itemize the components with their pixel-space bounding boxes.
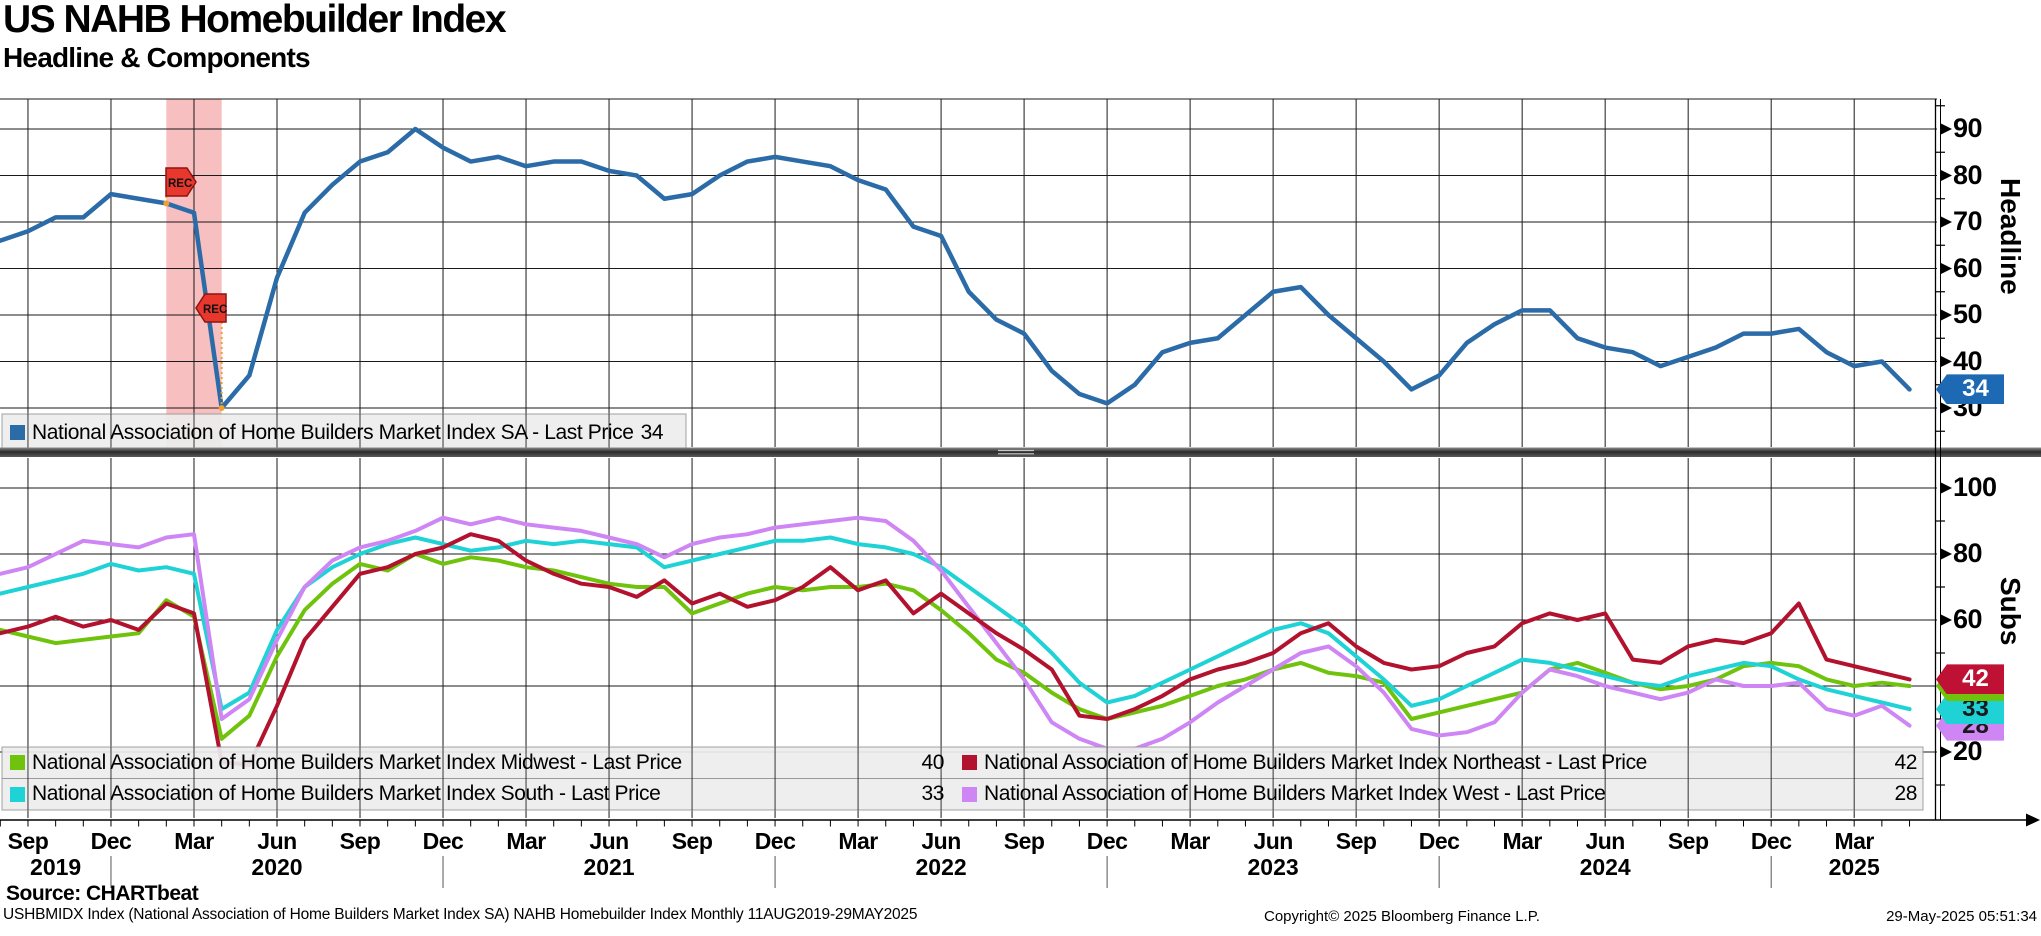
x-tick-label: Sep (1335, 828, 1377, 854)
x-year-label: 2022 (915, 854, 967, 880)
x-tick-label: Mar (1502, 828, 1542, 854)
x-tick-label: Jun (257, 828, 297, 854)
x-tick-label: Jun (589, 828, 629, 854)
legend-item[interactable]: National Association of Home Builders Ma… (2, 747, 950, 779)
components-legend: National Association of Home Builders Ma… (2, 747, 1923, 810)
x-tick-label: Sep (671, 828, 713, 854)
page-title: US NAHB Homebuilder Index (3, 0, 507, 41)
x-tick-label: Dec (754, 828, 796, 854)
page-subtitle: Headline & Components (3, 42, 311, 73)
x-tick-label: Jun (1585, 828, 1625, 854)
y-tick-label: 40 (1953, 345, 1983, 376)
y-tick-label: 80 (1953, 538, 1983, 568)
x-tick-label: Mar (1834, 828, 1874, 854)
series-line (0, 515, 1912, 751)
panel-separator-handle[interactable] (0, 447, 2041, 458)
legend-label: National Association of Home Builders Ma… (984, 750, 1647, 774)
x-tick-label: Dec (1418, 828, 1460, 854)
x-tick-label: Mar (506, 828, 546, 854)
x-tick-label: Mar (1170, 828, 1210, 854)
y-tick-label: 80 (1953, 159, 1983, 190)
headline-series-swatch (10, 425, 25, 440)
recession-start-marker[interactable] (165, 167, 197, 197)
x-tick-label: Dec (422, 828, 464, 854)
x-year-label: 2023 (1247, 854, 1299, 880)
x-tick-label: Mar (838, 828, 878, 854)
x-year-label: 2020 (251, 854, 303, 880)
y-tick-label: 100 (1953, 472, 1997, 502)
recession-marker-label: REC (168, 178, 192, 190)
series-line (0, 126, 1912, 411)
source-label: Source: CHARTbeat (6, 882, 199, 905)
axis-title-headline: Headline (1995, 178, 2026, 295)
last-price-badge: 34 (1936, 374, 2004, 405)
y-tick-label: 60 (1953, 252, 1983, 283)
x-year-label: 2025 (1828, 854, 1880, 880)
copyright-notice: Copyright© 2025 Bloomberg Finance L.P. (1264, 908, 1540, 925)
legend-last-price: 40 (921, 750, 944, 774)
series-line (0, 535, 1912, 712)
x-tick-label: Jun (921, 828, 961, 854)
legend-last-price: 33 (921, 782, 944, 806)
security-description: USHBMIDX Index (National Association of … (3, 906, 918, 923)
x-tick-label: Sep (1667, 828, 1709, 854)
x-tick-label: Jun (1253, 828, 1293, 854)
legend-item[interactable]: National Association of Home Builders Ma… (950, 747, 1923, 779)
recession-marker-label: REC (203, 304, 227, 316)
axis-title-subs: Subs (1995, 577, 2026, 646)
x-tick-label: Sep (7, 828, 49, 854)
series-swatch (962, 755, 977, 771)
series-line (0, 552, 1912, 741)
y-tick-label: 50 (1953, 299, 1983, 329)
last-price-badge: 42 (1936, 664, 2004, 695)
legend-item[interactable]: National Association of Home Builders Ma… (2, 779, 950, 811)
x-year-label: 2024 (1579, 854, 1631, 880)
x-year-label: 2019 (30, 854, 82, 880)
y-tick-label: 60 (1953, 604, 1983, 634)
legend-last-price: 28 (1894, 782, 1917, 806)
x-tick-label: Sep (1003, 828, 1045, 854)
legend-last-price: 42 (1894, 750, 1917, 774)
x-year-label: 2021 (583, 854, 635, 880)
x-tick-label: Mar (174, 828, 214, 854)
series-swatch (962, 786, 977, 802)
legend-label: National Association of Home Builders Ma… (32, 782, 661, 806)
series-line (0, 532, 1912, 768)
recession-end-marker[interactable] (195, 293, 227, 323)
legend-item[interactable]: National Association of Home Builders Ma… (950, 779, 1923, 811)
y-tick-label: 70 (1953, 206, 1983, 236)
x-tick-label: Dec (1750, 828, 1792, 854)
legend-label: National Association of Home Builders Ma… (984, 782, 1606, 806)
series-swatch (10, 786, 25, 802)
legend-label: National Association of Home Builders Ma… (32, 420, 634, 444)
x-tick-label: Sep (339, 828, 381, 854)
y-tick-label: 90 (1953, 113, 1983, 143)
y-tick-label: 20 (1953, 736, 1983, 766)
legend-last-price: 34 (640, 420, 664, 444)
headline-legend[interactable]: National Association of Home Builders Ma… (2, 414, 686, 451)
x-tick-label: Dec (1086, 828, 1128, 854)
legend-label: National Association of Home Builders Ma… (32, 750, 682, 774)
timestamp: 29-May-2025 05:51:34 (1886, 908, 2037, 925)
x-tick-label: Dec (90, 828, 132, 854)
series-swatch (10, 755, 25, 771)
